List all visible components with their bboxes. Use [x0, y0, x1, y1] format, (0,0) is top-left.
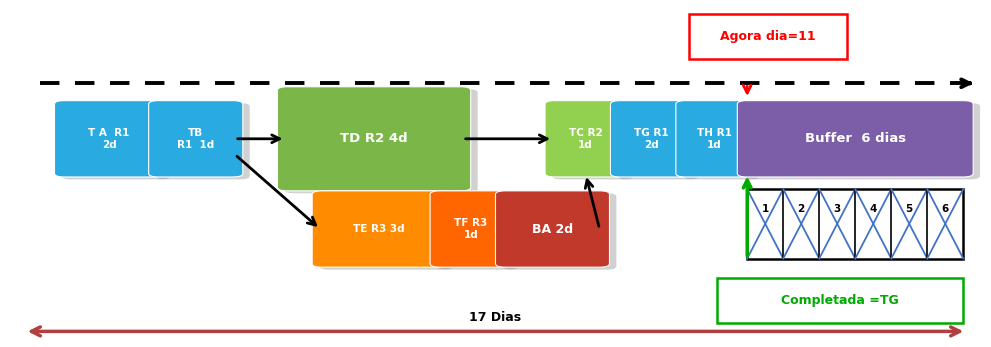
Text: 3: 3: [833, 204, 840, 213]
FancyBboxPatch shape: [284, 89, 478, 193]
FancyBboxPatch shape: [744, 103, 980, 179]
Text: TH R1
1d: TH R1 1d: [697, 128, 732, 150]
FancyBboxPatch shape: [430, 191, 511, 267]
Text: 17 Dias: 17 Dias: [470, 311, 521, 324]
FancyBboxPatch shape: [61, 103, 170, 179]
Text: TF R3
1d: TF R3 1d: [454, 218, 488, 240]
FancyBboxPatch shape: [149, 101, 243, 177]
Text: 1: 1: [762, 204, 769, 213]
Bar: [689, 14, 847, 59]
Text: TE R3 3d: TE R3 3d: [353, 224, 405, 234]
Bar: [717, 278, 963, 323]
FancyBboxPatch shape: [617, 103, 699, 179]
Bar: [747, 189, 963, 259]
Text: 4: 4: [869, 204, 877, 213]
Text: Agora dia=11: Agora dia=11: [720, 30, 816, 43]
FancyBboxPatch shape: [496, 191, 609, 267]
Text: TC R2
1d: TC R2 1d: [569, 128, 603, 150]
FancyBboxPatch shape: [610, 101, 692, 177]
Text: BA 2d: BA 2d: [532, 222, 573, 236]
Text: Completada =TG: Completada =TG: [782, 294, 899, 307]
FancyBboxPatch shape: [683, 103, 760, 179]
Text: T A  R1
2d: T A R1 2d: [88, 128, 130, 150]
FancyBboxPatch shape: [319, 193, 453, 270]
FancyBboxPatch shape: [676, 101, 753, 177]
Text: Buffer  6 dias: Buffer 6 dias: [805, 132, 906, 145]
Text: TG R1
2d: TG R1 2d: [634, 128, 668, 150]
Text: 5: 5: [906, 204, 913, 213]
FancyBboxPatch shape: [312, 191, 446, 267]
Text: TD R2 4d: TD R2 4d: [340, 132, 408, 145]
FancyBboxPatch shape: [437, 193, 518, 270]
FancyBboxPatch shape: [502, 193, 616, 270]
FancyBboxPatch shape: [277, 87, 471, 191]
FancyBboxPatch shape: [545, 101, 626, 177]
FancyBboxPatch shape: [737, 101, 973, 177]
FancyBboxPatch shape: [55, 101, 164, 177]
Text: 6: 6: [941, 204, 948, 213]
Text: 2: 2: [798, 204, 805, 213]
FancyBboxPatch shape: [552, 103, 633, 179]
FancyBboxPatch shape: [156, 103, 250, 179]
Text: TB
R1  1d: TB R1 1d: [177, 128, 214, 150]
